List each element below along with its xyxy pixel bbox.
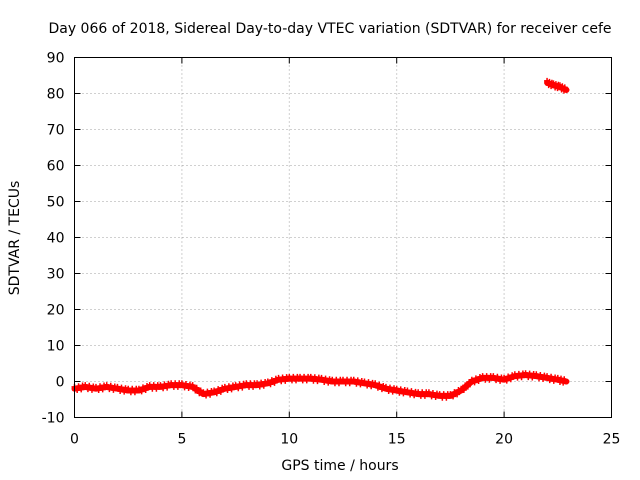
y-tick-label: 0 — [56, 375, 65, 391]
x-tick-label: 5 — [177, 432, 186, 448]
series-2 — [544, 78, 569, 94]
data-layer — [72, 78, 570, 401]
y-tick-label: 50 — [47, 195, 65, 211]
x-tick-label: 20 — [495, 432, 513, 448]
y-tick-label: -10 — [42, 411, 65, 427]
grid-layer — [75, 58, 612, 418]
chart-title: Day 066 of 2018, Sidereal Day-to-day VTE… — [48, 21, 611, 37]
y-tick-label: 70 — [47, 123, 65, 139]
series-1 — [72, 370, 570, 400]
x-tick-label: 0 — [70, 432, 79, 448]
y-tick-label: 20 — [47, 303, 65, 319]
x-tick-label: 25 — [603, 432, 621, 448]
y-tick-label: 60 — [47, 159, 65, 175]
y-tick-label: 10 — [47, 339, 65, 355]
x-axis-label: GPS time / hours — [281, 458, 398, 474]
y-tick-label: 40 — [47, 231, 65, 247]
x-tick-label: 15 — [388, 432, 406, 448]
x-tick-label: 10 — [280, 432, 298, 448]
y-tick-label: 90 — [47, 51, 65, 67]
y-tick-label: 80 — [47, 87, 65, 103]
y-tick-label: 30 — [47, 267, 65, 283]
chart: Day 066 of 2018, Sidereal Day-to-day VTE… — [0, 0, 640, 480]
y-axis-label: SDTVAR / TECUs — [7, 181, 23, 296]
